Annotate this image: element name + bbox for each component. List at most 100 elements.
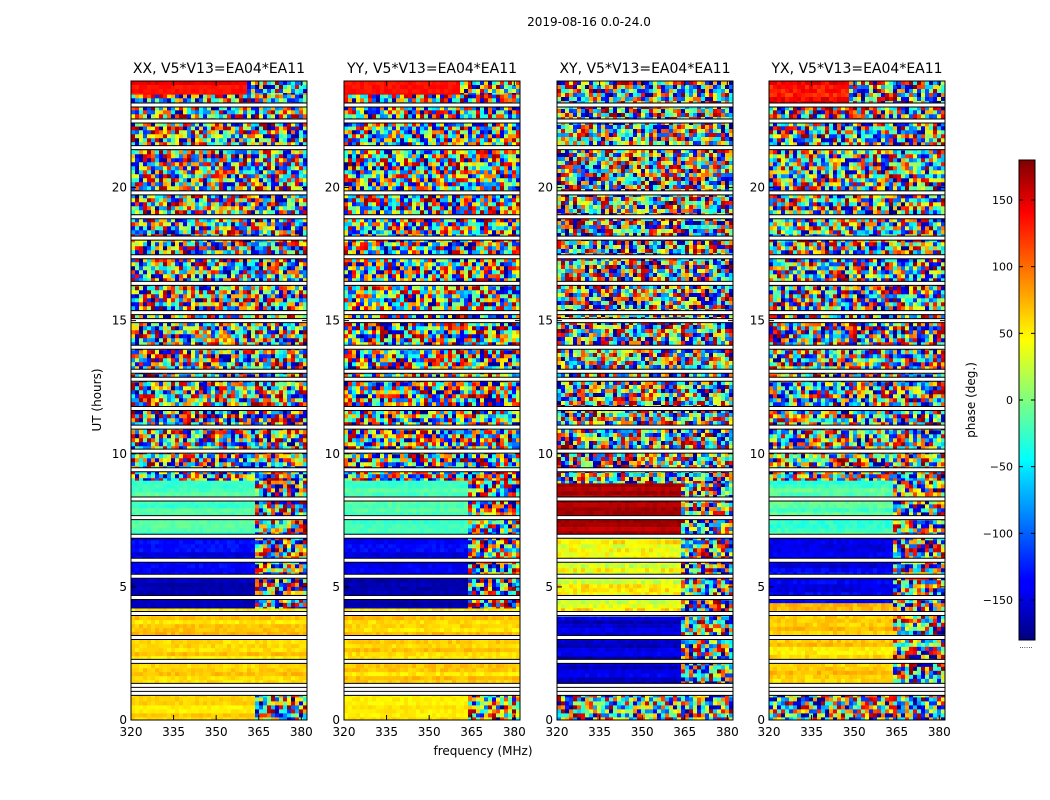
heatmap-cell bbox=[251, 138, 256, 143]
heatmap-cell bbox=[155, 298, 160, 303]
heatmap-cell bbox=[283, 705, 288, 710]
heatmap-cell bbox=[263, 656, 268, 661]
heatmap-cell bbox=[255, 508, 260, 513]
heatmap-cell bbox=[175, 652, 180, 657]
heatmap-cell bbox=[179, 218, 184, 223]
heatmap-cell bbox=[259, 174, 264, 179]
heatmap-cell bbox=[303, 632, 308, 637]
heatmap-cell bbox=[195, 338, 200, 343]
heatmap-cell bbox=[227, 680, 232, 685]
heatmap-cell bbox=[235, 298, 240, 303]
heatmap-cell bbox=[227, 717, 232, 721]
heatmap-cell bbox=[131, 582, 136, 588]
heatmap-cell bbox=[171, 697, 176, 702]
heatmap-cell bbox=[255, 709, 260, 714]
heatmap-cell bbox=[295, 564, 300, 569]
heatmap-cell bbox=[203, 508, 208, 513]
heatmap-cell bbox=[215, 294, 220, 299]
heatmap-cell bbox=[279, 286, 284, 291]
heatmap-cell bbox=[131, 676, 136, 681]
heatmap-cell bbox=[179, 520, 184, 525]
heatmap-cell bbox=[187, 656, 192, 661]
heatmap-cell bbox=[227, 648, 232, 653]
heatmap-cell bbox=[247, 306, 252, 311]
heatmap-cell bbox=[251, 492, 256, 497]
heatmap-cell bbox=[239, 590, 244, 596]
heatmap-cell bbox=[303, 484, 308, 489]
heatmap-cell bbox=[271, 126, 276, 131]
heatmap-cell bbox=[135, 150, 140, 155]
heatmap-cell bbox=[151, 278, 156, 283]
heatmap-cell bbox=[151, 206, 156, 211]
heatmap-cell bbox=[179, 705, 184, 710]
heatmap-cell bbox=[227, 656, 232, 661]
heatmap-cell bbox=[223, 540, 228, 545]
heatmap-cell bbox=[219, 717, 224, 721]
heatmap-cell bbox=[211, 602, 216, 608]
heatmap-cell bbox=[219, 656, 224, 661]
heatmap-cell bbox=[223, 274, 228, 279]
heatmap-cell bbox=[199, 705, 204, 710]
heatmap-cell bbox=[147, 298, 152, 303]
heatmap-cell bbox=[171, 174, 176, 179]
heatmap-cell bbox=[207, 701, 212, 706]
heatmap-cell bbox=[259, 624, 264, 629]
heatmap-cell bbox=[215, 186, 220, 191]
heatmap-cell bbox=[139, 492, 144, 497]
heatmap-cell bbox=[295, 198, 300, 203]
heatmap-cell bbox=[275, 226, 280, 231]
heatmap-cell bbox=[175, 540, 180, 545]
heatmap-cell bbox=[183, 290, 188, 295]
heatmap-cell bbox=[235, 174, 240, 179]
heatmap-cell bbox=[155, 338, 160, 343]
heatmap-cell bbox=[167, 126, 172, 131]
heatmap-cell bbox=[147, 270, 152, 275]
heatmap-cell bbox=[231, 713, 236, 718]
heatmap-cell bbox=[295, 672, 300, 677]
heatmap-cell bbox=[191, 258, 196, 263]
heatmap-cell bbox=[191, 602, 196, 608]
heatmap-cell bbox=[215, 568, 220, 573]
heatmap-cell bbox=[147, 166, 152, 171]
heatmap-cell bbox=[299, 620, 304, 625]
heatmap-cell bbox=[243, 602, 248, 608]
heatmap-cell bbox=[267, 250, 272, 255]
heatmap-cell bbox=[227, 528, 232, 533]
heatmap-cell bbox=[179, 484, 184, 489]
heatmap-cell bbox=[231, 586, 236, 592]
heatmap-cell bbox=[255, 230, 260, 235]
heatmap-cell bbox=[135, 322, 140, 327]
heatmap-cell bbox=[191, 158, 196, 163]
heatmap-cell bbox=[131, 602, 136, 608]
heatmap-cell bbox=[219, 628, 224, 633]
heatmap-cell bbox=[291, 134, 296, 139]
heatmap-cell bbox=[155, 334, 160, 339]
heatmap-cell bbox=[207, 705, 212, 710]
heatmap-cell bbox=[279, 134, 284, 139]
heatmap-cell bbox=[143, 242, 148, 247]
heatmap-cell bbox=[295, 582, 300, 588]
heatmap-cell bbox=[271, 709, 276, 714]
heatmap-cell bbox=[235, 230, 240, 235]
heatmap-cell bbox=[163, 330, 168, 335]
heatmap-cell bbox=[171, 154, 176, 159]
heatmap-cell bbox=[231, 590, 236, 596]
heatmap-cell bbox=[131, 492, 136, 497]
heatmap-cell bbox=[147, 262, 152, 267]
heatmap-cell bbox=[187, 668, 192, 673]
heatmap-cell bbox=[295, 492, 300, 497]
heatmap-cell bbox=[155, 512, 160, 517]
heatmap-cell bbox=[299, 186, 304, 191]
heatmap-cell bbox=[183, 512, 188, 517]
heatmap-cell bbox=[163, 616, 168, 621]
heatmap-cell bbox=[243, 548, 248, 553]
heatmap-cell bbox=[163, 246, 168, 251]
heatmap-cell bbox=[175, 298, 180, 303]
heatmap-cell bbox=[227, 194, 232, 199]
heatmap-cell bbox=[235, 564, 240, 569]
heatmap-cell bbox=[135, 334, 140, 339]
heatmap-cell bbox=[147, 548, 152, 553]
heatmap-cell bbox=[167, 182, 172, 187]
heatmap-cell bbox=[143, 620, 148, 625]
heatmap-cell bbox=[259, 564, 264, 569]
